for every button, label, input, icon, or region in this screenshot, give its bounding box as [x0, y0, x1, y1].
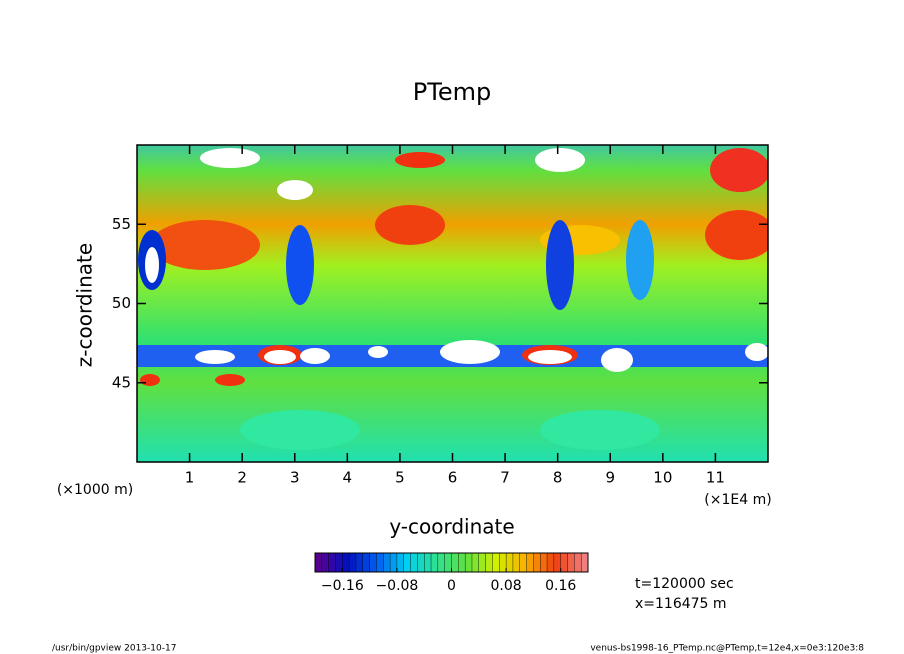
colorbar-cell: [314, 552, 323, 573]
colorbar-cell: [567, 552, 575, 573]
y-tick-label: 50: [112, 294, 131, 312]
colorbar-cell: [383, 552, 391, 573]
annotation: x=116475 m: [635, 596, 727, 612]
colorbar-cell: [526, 552, 534, 573]
x-unit: (×1E4 m): [704, 492, 771, 508]
x-tick-label: 9: [605, 469, 615, 487]
x-tick-label: 4: [343, 469, 353, 487]
x-tick-label: 2: [237, 469, 247, 487]
colorbar-cell: [410, 552, 418, 573]
contour-field: [137, 145, 768, 462]
colorbar-cell: [458, 552, 466, 573]
colorbar-tick-label: −0.08: [375, 578, 418, 594]
colorbar-tick-label: −0.16: [321, 578, 364, 594]
x-tick-label: 10: [653, 469, 672, 487]
colorbar-cell: [342, 552, 350, 573]
x-tick-label: 7: [500, 469, 510, 487]
y-unit: (×1000 m): [57, 482, 133, 498]
x-tick-label: 5: [395, 469, 405, 487]
footer: /usr/bin/gpview 2013-10-17: [52, 644, 176, 654]
colorbar-tick-label: 0.08: [491, 578, 522, 594]
colorbar-cell: [499, 552, 507, 573]
colorbar-cell: [485, 552, 493, 573]
colorbar-cell: [492, 552, 500, 573]
colorbar-cell: [369, 552, 377, 573]
colorbar-cell: [444, 552, 452, 573]
colorbar-cell: [335, 552, 343, 573]
colorbar-cell: [355, 552, 364, 573]
colorbar-cell: [574, 552, 582, 573]
colorbar-cell: [519, 552, 528, 573]
x-tick-label: 8: [553, 469, 563, 487]
colorbar-cell: [396, 552, 405, 573]
y-tick-label: 55: [112, 215, 131, 233]
colorbar-cell: [553, 552, 562, 573]
colorbar-cell: [451, 552, 459, 573]
colorbar-tick-label: 0.16: [545, 578, 576, 594]
x-axis-label: y-coordinate: [389, 515, 514, 539]
colorbar-cell: [328, 552, 336, 573]
x-tick-label: 6: [448, 469, 458, 487]
colorbar-cell: [471, 552, 480, 573]
colorbar-tick-label: 0: [447, 578, 456, 594]
colorbar-cell: [403, 552, 412, 573]
colorbar-cell: [348, 552, 357, 573]
x-tick-label: 11: [706, 469, 725, 487]
colorbar-cell: [437, 552, 446, 573]
colorbar-cell: [362, 552, 371, 573]
colorbar-cell: [560, 552, 569, 573]
footer: venus-bs1998-16_PTemp.nc@PTemp,t=12e4,x=…: [590, 644, 864, 654]
y-axis-label: z-coordinate: [73, 243, 97, 367]
x-tick-label: 3: [290, 469, 300, 487]
colorbar-cell: [533, 552, 541, 573]
colorbar-cell: [464, 552, 473, 573]
annotation: t=120000 sec: [635, 576, 734, 592]
colorbar-cell: [417, 552, 425, 573]
colorbar-cell: [430, 552, 439, 573]
x-tick-label: 1: [185, 469, 195, 487]
colorbar-cell: [505, 552, 514, 573]
colorbar-cell: [376, 552, 384, 573]
colorbar-cell: [540, 552, 548, 573]
chart-title: PTemp: [413, 78, 491, 106]
y-tick-label: 45: [112, 373, 131, 391]
colorbar-cell: [580, 552, 589, 573]
colorbar-cell: [512, 552, 521, 573]
colorbar-cell: [389, 552, 398, 573]
colorbar-cell: [424, 552, 432, 573]
colorbar-cell: [546, 552, 555, 573]
colorbar-cell: [478, 552, 487, 573]
colorbar-cell: [321, 552, 330, 573]
